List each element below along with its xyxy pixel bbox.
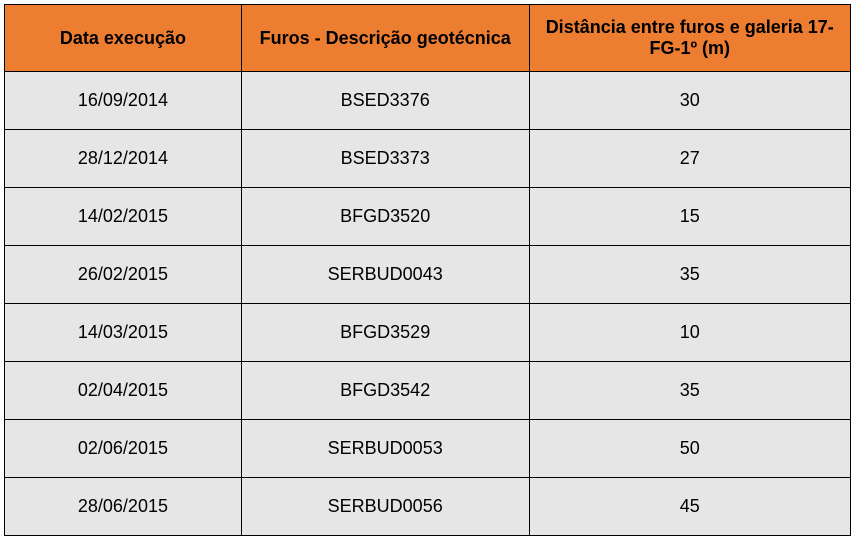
cell-description: BFGD3542 bbox=[241, 362, 529, 420]
table-row: 16/09/2014 BSED3376 30 bbox=[5, 72, 851, 130]
cell-date: 16/09/2014 bbox=[5, 72, 242, 130]
cell-date: 02/06/2015 bbox=[5, 420, 242, 478]
column-header-distance: Distância entre furos e galeria 17-FG-1º… bbox=[529, 5, 851, 72]
cell-distance: 30 bbox=[529, 72, 851, 130]
table-row: 02/06/2015 SERBUD0053 50 bbox=[5, 420, 851, 478]
cell-description: BSED3373 bbox=[241, 130, 529, 188]
cell-date: 26/02/2015 bbox=[5, 246, 242, 304]
cell-description: BFGD3529 bbox=[241, 304, 529, 362]
cell-distance: 27 bbox=[529, 130, 851, 188]
table-row: 28/12/2014 BSED3373 27 bbox=[5, 130, 851, 188]
table-row: 14/02/2015 BFGD3520 15 bbox=[5, 188, 851, 246]
cell-distance: 50 bbox=[529, 420, 851, 478]
table-row: 14/03/2015 BFGD3529 10 bbox=[5, 304, 851, 362]
column-header-date: Data execução bbox=[5, 5, 242, 72]
table-header: Data execução Furos - Descrição geotécni… bbox=[5, 5, 851, 72]
cell-distance: 35 bbox=[529, 246, 851, 304]
table-row: 26/02/2015 SERBUD0043 35 bbox=[5, 246, 851, 304]
cell-distance: 15 bbox=[529, 188, 851, 246]
table-row: 28/06/2015 SERBUD0056 45 bbox=[5, 478, 851, 536]
table-row: 02/04/2015 BFGD3542 35 bbox=[5, 362, 851, 420]
cell-date: 14/02/2015 bbox=[5, 188, 242, 246]
table-body: 16/09/2014 BSED3376 30 28/12/2014 BSED33… bbox=[5, 72, 851, 536]
drilling-data-table-container: Data execução Furos - Descrição geotécni… bbox=[4, 4, 851, 536]
cell-distance: 10 bbox=[529, 304, 851, 362]
cell-date: 14/03/2015 bbox=[5, 304, 242, 362]
cell-distance: 35 bbox=[529, 362, 851, 420]
cell-description: BSED3376 bbox=[241, 72, 529, 130]
cell-date: 28/06/2015 bbox=[5, 478, 242, 536]
table-header-row: Data execução Furos - Descrição geotécni… bbox=[5, 5, 851, 72]
cell-description: SERBUD0043 bbox=[241, 246, 529, 304]
cell-date: 02/04/2015 bbox=[5, 362, 242, 420]
column-header-description: Furos - Descrição geotécnica bbox=[241, 5, 529, 72]
drilling-data-table: Data execução Furos - Descrição geotécni… bbox=[4, 4, 851, 536]
cell-distance: 45 bbox=[529, 478, 851, 536]
cell-description: SERBUD0056 bbox=[241, 478, 529, 536]
cell-description: BFGD3520 bbox=[241, 188, 529, 246]
cell-date: 28/12/2014 bbox=[5, 130, 242, 188]
cell-description: SERBUD0053 bbox=[241, 420, 529, 478]
